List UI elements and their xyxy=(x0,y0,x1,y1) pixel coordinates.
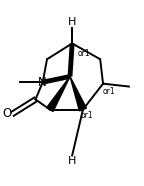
Text: or1: or1 xyxy=(103,87,116,96)
Polygon shape xyxy=(47,76,70,111)
Polygon shape xyxy=(70,76,86,111)
Text: H: H xyxy=(68,156,76,166)
Text: or1: or1 xyxy=(81,111,93,120)
Text: H: H xyxy=(68,17,76,27)
Text: or1: or1 xyxy=(77,49,90,58)
Text: N: N xyxy=(38,76,47,89)
Text: O: O xyxy=(3,107,12,120)
